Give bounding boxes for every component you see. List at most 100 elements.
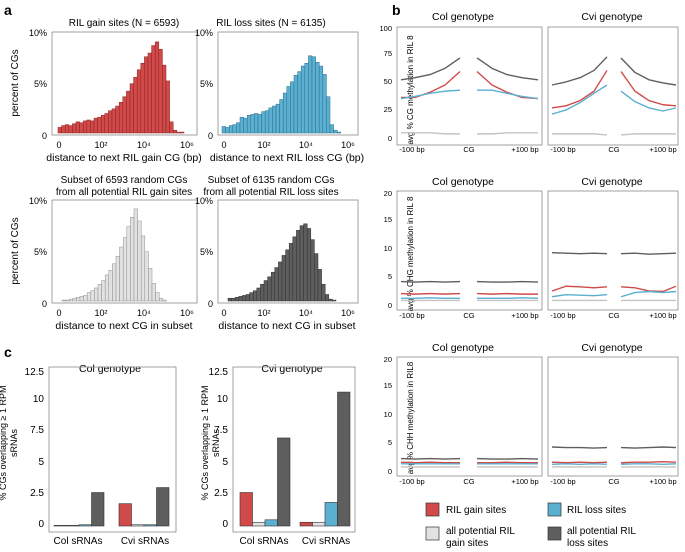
y-tick-label: 0	[208, 131, 213, 141]
histogram-bar	[108, 110, 113, 134]
histogram-bar	[57, 127, 62, 134]
histogram-bar	[317, 269, 322, 302]
y-tick-label: 0	[388, 134, 392, 143]
histogram-bar	[100, 115, 106, 134]
histogram-bar	[256, 287, 261, 302]
x-tick-label: +100 bp	[649, 477, 676, 486]
histogram-bar	[299, 225, 304, 302]
x-tick-label: -100 bp	[399, 145, 424, 154]
histogram-bar	[245, 294, 250, 302]
bar-dark	[91, 492, 105, 527]
histogram-bar	[111, 108, 116, 134]
profile-line-blue	[551, 463, 608, 466]
profile-line-dark	[476, 457, 539, 460]
x-tick-label: 10²	[94, 140, 107, 150]
histogram-bar	[231, 297, 236, 302]
histogram-bar	[290, 81, 295, 134]
histogram-bar	[169, 121, 174, 134]
y-tick-label: 5%	[200, 79, 213, 89]
y-tick-label: 10	[33, 394, 45, 405]
histogram-bar	[126, 90, 131, 134]
x-tick-label: CG	[463, 477, 474, 486]
histogram-bar	[293, 75, 298, 134]
profile-line-red	[620, 461, 677, 464]
y-axis-label: percent of CGs	[10, 217, 21, 284]
x-tick-label: -100 bp	[399, 311, 424, 320]
histogram-bar	[94, 287, 99, 302]
x-tick-label: -100 bp	[399, 477, 424, 486]
y-tick-label: 2.5	[214, 488, 228, 499]
panel-label-a: a	[4, 2, 12, 18]
bar-dark	[277, 437, 291, 527]
plot-frame-col	[396, 356, 543, 477]
profile-line-red	[476, 70, 539, 100]
profile-line-light	[401, 132, 460, 135]
profile-line-red	[477, 461, 538, 464]
profile-line-light	[620, 133, 676, 136]
bar-red	[53, 525, 67, 527]
x-tick-label: CG	[463, 311, 474, 320]
profile-line-dark	[476, 57, 539, 81]
histogram-bar	[122, 237, 128, 302]
profile-line-dark	[620, 252, 677, 255]
bar-group	[239, 391, 351, 527]
y-tick-label: 7.5	[214, 425, 228, 436]
bar-red	[299, 521, 313, 527]
histogram-bar	[90, 290, 95, 302]
bar-dark	[156, 487, 170, 527]
histogram-bar	[263, 280, 268, 302]
x-axis-label: distance to next RIL gain CG (bp)	[46, 152, 201, 164]
x-tick-label: 10²	[257, 140, 270, 150]
histogram-bars	[61, 208, 167, 302]
histogram-bar	[243, 117, 248, 134]
histogram-a2: RIL loss sites (N = 6135) 0 5% 10% 0 10²…	[195, 18, 364, 164]
profile-chh: avg % CHH methylation in RIL8 Col genoty…	[384, 342, 679, 486]
histogram-bar	[286, 86, 291, 134]
x-tick-label: CG	[608, 311, 619, 320]
x-tick-label: CG	[608, 477, 619, 486]
histogram-bar	[303, 223, 308, 302]
histogram-bar	[328, 298, 333, 302]
bar-light	[312, 521, 326, 527]
y-tick-label: 20	[384, 189, 392, 198]
histogram-bar	[268, 107, 273, 134]
histogram-bar	[104, 113, 109, 134]
bar-blue	[264, 519, 278, 527]
histogram-bar	[154, 41, 160, 134]
histogram-bar	[318, 65, 324, 134]
histogram-bar	[144, 56, 149, 134]
profile-line-dark	[400, 280, 461, 283]
x-tick-label: CG	[608, 145, 619, 154]
plot-frame	[51, 199, 198, 304]
x-tick-label: 10⁶	[180, 140, 194, 150]
histogram-bar	[225, 127, 230, 134]
y-tick-label: 0	[42, 299, 47, 309]
profile-lines	[400, 446, 677, 468]
y-tick-label: 12.5	[25, 367, 45, 378]
histogram-bar	[329, 124, 334, 134]
bar-dark	[337, 391, 351, 527]
histogram-bar	[267, 276, 272, 302]
profile-line-blue	[401, 297, 460, 300]
y-tick-label: 15	[384, 215, 392, 224]
x-tick-label: 10⁶	[341, 140, 355, 150]
x-tick-label: 10⁴	[137, 308, 151, 318]
histogram-bar	[279, 99, 284, 134]
histogram-bar	[86, 292, 92, 302]
histogram-title-line1: Subset of 6135 random CGs	[208, 175, 335, 186]
y-tick-label: 0	[38, 519, 44, 530]
histogram-bar	[274, 267, 279, 302]
histogram-bar	[158, 49, 163, 134]
histogram-bar	[326, 96, 331, 134]
profile-line-blue	[551, 84, 608, 115]
x-tick-label: 10²	[94, 308, 107, 318]
profile-line-light	[552, 133, 608, 136]
x-tick-label: 10⁴	[299, 308, 313, 318]
histogram-bar	[126, 226, 131, 302]
x-tick-label: +100 bp	[649, 311, 676, 320]
y-tick-label: 10%	[195, 196, 213, 206]
profile-lines	[400, 251, 677, 302]
x-tick-label: -100 bp	[550, 145, 575, 154]
histogram-bar	[278, 261, 283, 302]
panel-title-cvi: Cvi genotype	[581, 176, 642, 188]
